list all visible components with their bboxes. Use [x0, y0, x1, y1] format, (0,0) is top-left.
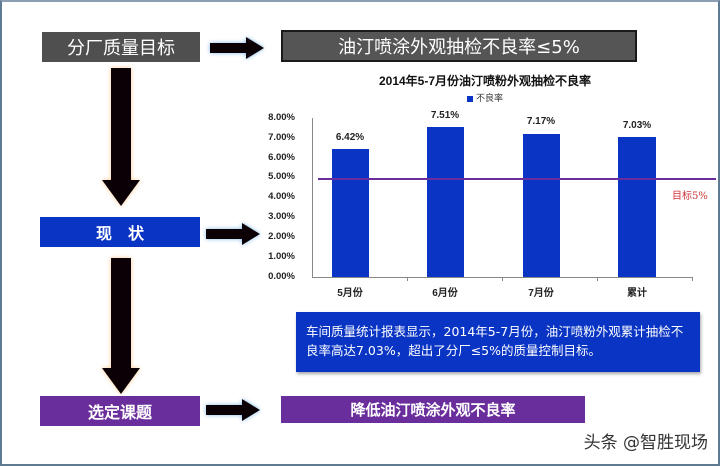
bar-value-label: 7.03%: [622, 120, 652, 131]
quality-target-text: 油汀喷涂外观抽检不良率≤5%: [338, 37, 580, 58]
x-tick: [692, 277, 693, 281]
x-tick: [502, 277, 503, 281]
y-tick: 6.00%: [268, 152, 295, 163]
status-description-text: 车间质量统计报表显示，2014年5-7月份，油汀喷粉外观累计抽检不良率高达7.0…: [306, 324, 684, 358]
y-tick: 5.00%: [268, 171, 295, 182]
status-description-box: 车间质量统计报表显示，2014年5-7月份，油汀喷粉外观累计抽检不良率高达7.0…: [296, 312, 700, 372]
watermark: 头条 @智胜现场: [583, 433, 708, 453]
y-tick: 7.00%: [268, 132, 295, 143]
bar-cumulative: [618, 137, 656, 277]
right-arrow-icon: [206, 223, 260, 245]
quality-goal-label: 分厂质量目标: [67, 38, 175, 59]
select-topic-label: 选定课题: [87, 403, 152, 422]
x-label: 累计: [627, 288, 647, 299]
y-tick: 4.00%: [268, 191, 295, 202]
bar-june: [427, 127, 464, 277]
defect-rate-chart: 2014年5-7月份油汀喷粉外观抽检不良率 不良率 8.00% 7.00% 6.…: [250, 70, 720, 300]
quality-goal-box: 分厂质量目标: [42, 32, 200, 62]
target-label: 目标5%: [672, 191, 708, 202]
bar-value-label: 7.17%: [526, 116, 556, 127]
down-arrow-icon: [102, 258, 140, 394]
chart-legend: 不良率: [250, 91, 720, 104]
bar-value-label: 6.42%: [335, 132, 365, 143]
x-tick: [407, 277, 408, 281]
chart-title: 2014年5-7月份油汀喷粉外观抽检不良率: [378, 74, 592, 88]
x-label: 6月份: [432, 288, 458, 299]
x-tick: [597, 277, 598, 281]
right-arrow-icon: [206, 399, 260, 421]
y-tick: 3.00%: [268, 211, 295, 222]
y-tick: 1.00%: [268, 251, 295, 262]
selected-topic-box: 降低油汀喷涂外观不良率: [281, 396, 585, 423]
x-label: 5月份: [337, 288, 363, 299]
current-status-box: 现 状: [40, 217, 200, 247]
legend-swatch-icon: [466, 95, 473, 102]
y-tick: 2.00%: [268, 231, 295, 242]
select-topic-box: 选定课题: [40, 396, 200, 426]
bar-may: [332, 149, 369, 277]
y-tick: 0.00%: [268, 271, 295, 282]
right-arrow-icon: [210, 37, 264, 59]
target-line: [318, 178, 716, 180]
bar-july: [523, 134, 560, 277]
selected-topic-text: 降低油汀喷涂外观不良率: [350, 401, 516, 419]
legend-label: 不良率: [475, 94, 503, 104]
y-tick: 8.00%: [268, 112, 295, 123]
quality-target-box: 油汀喷涂外观抽检不良率≤5%: [281, 30, 637, 62]
x-label: 7月份: [528, 288, 554, 299]
current-status-label: 现 状: [95, 224, 144, 243]
down-arrow-icon: [102, 68, 140, 206]
bar-value-label: 7.51%: [430, 110, 460, 121]
y-axis: [312, 118, 313, 277]
